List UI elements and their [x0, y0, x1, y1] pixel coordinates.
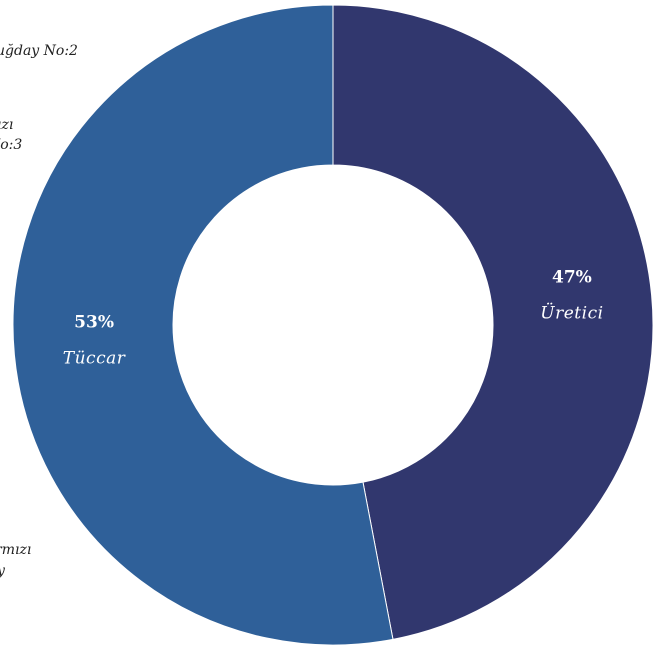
slice-category-label-2: Tüccar — [63, 349, 126, 369]
outside-label-2: ızı — [0, 117, 14, 133]
slice-percent-label-1: 47% — [552, 267, 592, 287]
donut-slice-2 — [12, 4, 394, 646]
donut-slice-1 — [332, 4, 654, 640]
outside-label-1: uğday No:2 — [0, 43, 78, 59]
outside-label-5: y — [0, 563, 5, 580]
outside-label-4: rmızı — [0, 542, 32, 558]
outside-label-3: No:3 — [0, 137, 23, 153]
slice-percent-label-2: 53% — [74, 313, 114, 333]
slice-category-label-1: Üretici — [540, 302, 603, 323]
